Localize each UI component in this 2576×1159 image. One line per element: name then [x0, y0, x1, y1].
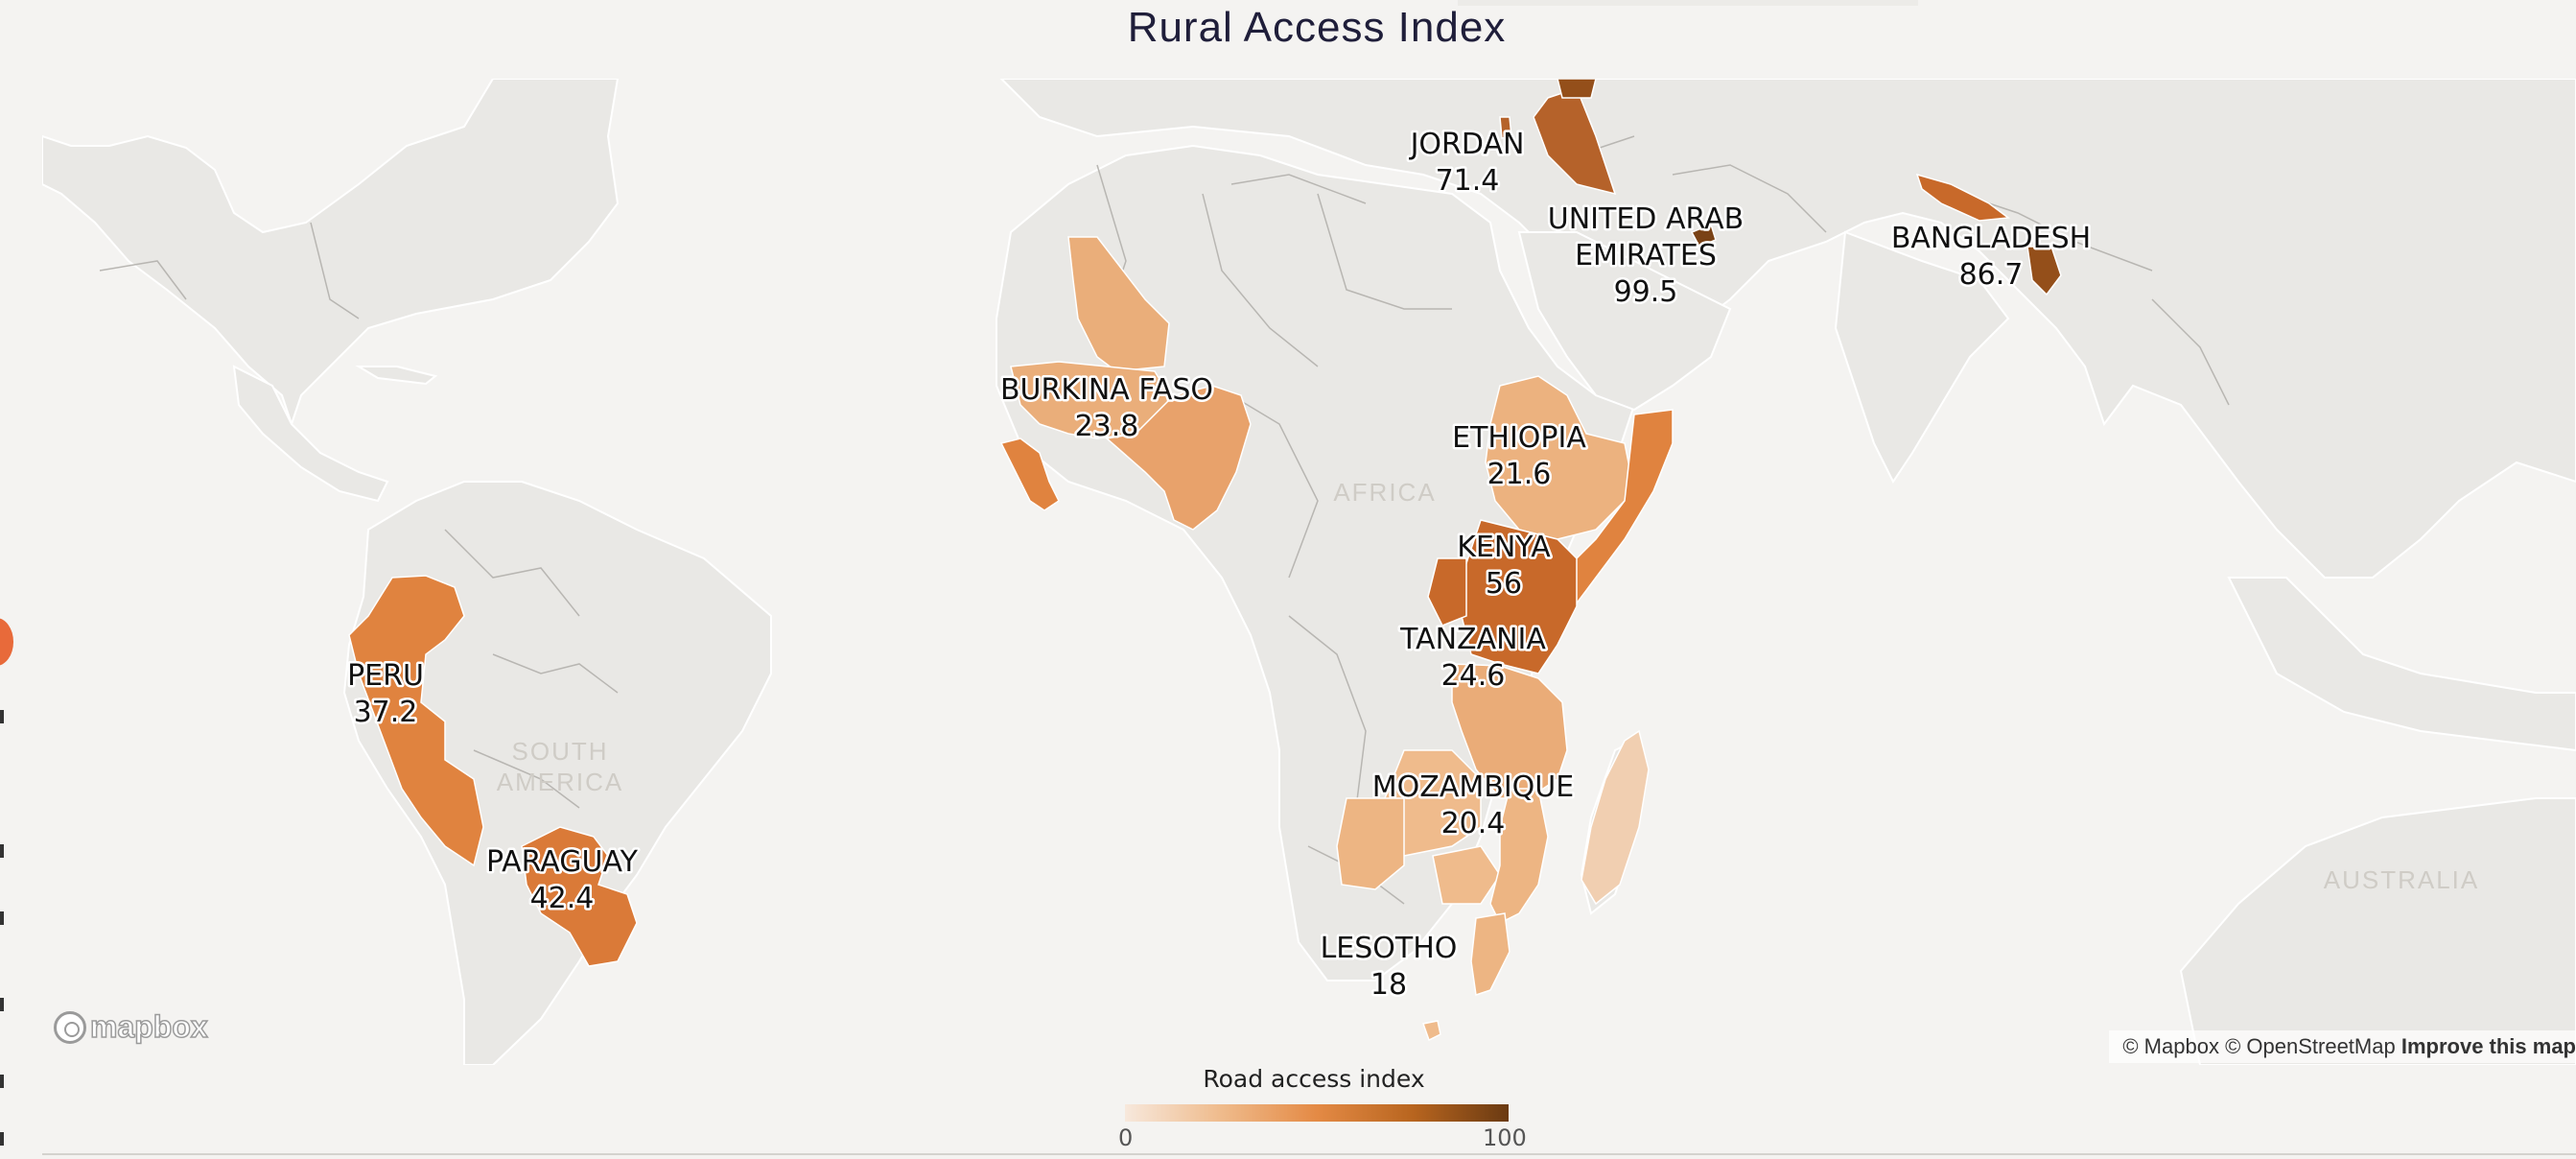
- country-peru: [348, 575, 484, 867]
- label-jordan-name: JORDAN: [1409, 128, 1525, 161]
- country-syria-top: [1557, 79, 1597, 99]
- country-mozambique-south: [1470, 912, 1510, 996]
- improve-map-link[interactable]: Improve this map: [2400, 1034, 2576, 1058]
- country-ethiopia: [1485, 375, 1635, 540]
- label-uae-line2: EMIRATES: [1575, 239, 1717, 272]
- label-jordan-value: 71.4: [1436, 164, 1500, 198]
- map-canvas[interactable]: SOUTH AMERICA AFRICA AUSTRALIA 65 PERU 3…: [42, 79, 2576, 1065]
- country-zimbabwe: [1432, 845, 1501, 905]
- country-angola-east: [1336, 797, 1405, 890]
- country-jordan: [1499, 116, 1512, 139]
- country-paraguay: [521, 826, 638, 967]
- border-line: [1230, 174, 1367, 204]
- region-label-australia: AUSTRALIA: [2324, 865, 2480, 894]
- land-eurasia: [999, 79, 2576, 579]
- label-ethiopia-value: 21.6: [1487, 458, 1552, 491]
- mapbox-logo[interactable]: mapbox: [54, 1008, 208, 1045]
- border-line: [99, 260, 187, 300]
- label-peru-name: PERU: [347, 659, 424, 693]
- region-label-south-america-2: AMERICA: [497, 768, 623, 796]
- top-shade: [1458, 0, 1918, 6]
- country-madagascar: [1581, 729, 1650, 906]
- region-labels: SOUTH AMERICA AFRICA AUSTRALIA: [497, 478, 2480, 894]
- color-legend: Road access index 0 100: [1112, 1065, 1527, 1159]
- label-bangladesh-name: BANGLADESH: [1891, 222, 2091, 255]
- country-mozambique: [1489, 788, 1549, 925]
- landmass-layer: [42, 79, 2576, 1065]
- label-lesotho-value: 18: [1370, 968, 1407, 1002]
- map-title: Rural Access Index: [1127, 4, 1507, 51]
- label-mozambique-value: 20.4: [1441, 807, 1506, 840]
- border-line: [1202, 193, 1319, 367]
- side-marker-dot[interactable]: [0, 618, 13, 666]
- mapbox-logo-icon: [54, 1010, 86, 1044]
- land-india: [1834, 230, 2010, 484]
- land-australia: [2179, 797, 2576, 1065]
- country-uae: [1690, 224, 1717, 248]
- side-tick: [0, 998, 4, 1011]
- country-tanzania: [1451, 663, 1568, 799]
- region-label-africa: AFRICA: [1333, 478, 1436, 507]
- country-nepal: [1915, 173, 2010, 222]
- country-uganda: [1427, 557, 1467, 627]
- label-mozambique-name: MOZAMBIQUE: [1372, 770, 1574, 804]
- land-caribbean: [355, 366, 438, 386]
- country-lesotho: [1422, 1020, 1441, 1042]
- border-line: [1317, 193, 1452, 310]
- legend-gradient-bar: [1125, 1104, 1509, 1122]
- label-tanzania-name: TANZANIA: [1399, 623, 1546, 656]
- label-paraguay-name: PARAGUAY: [486, 845, 639, 879]
- attribution-mapbox-link[interactable]: © Mapbox: [2122, 1034, 2219, 1058]
- label-kenya-value: 56: [1486, 567, 1522, 601]
- attribution-osm-link[interactable]: © OpenStreetMap: [2225, 1034, 2396, 1058]
- label-paraguay-value: 42.4: [530, 882, 595, 915]
- map-attribution: © Mapbox © OpenStreetMap Improve this ma…: [2109, 1030, 2576, 1063]
- side-tick-marks: [0, 672, 10, 1151]
- label-uae-line1: UNITED ARAB: [1548, 202, 1744, 236]
- border-line: [2151, 298, 2230, 406]
- country-ghana: [1105, 385, 1252, 531]
- label-uae-value: 99.5: [1614, 275, 1678, 309]
- country-mali: [1067, 236, 1170, 372]
- country-sierra-leone: [999, 438, 1060, 511]
- land-central-america: [232, 365, 389, 503]
- border-line: [444, 529, 580, 617]
- land-north-america: [42, 79, 620, 428]
- mapbox-logo-text: mapbox: [89, 1008, 208, 1045]
- country-bangladesh: [2026, 246, 2062, 296]
- side-tick: [0, 911, 4, 925]
- label-tanzania-value: 24.6: [1441, 659, 1506, 693]
- border-line: [1288, 615, 1367, 809]
- partial-label: 65: [1499, 79, 1535, 83]
- label-lesotho-name: LESOTHO: [1321, 932, 1458, 965]
- bottom-divider: [42, 1153, 2576, 1155]
- country-labels: 65 PERU 37.2 PARAGUAY 42.4 BURKINA FASO …: [345, 79, 2094, 1005]
- border-line: [492, 653, 619, 694]
- label-ethiopia-name: ETHIOPIA: [1452, 421, 1586, 455]
- legend-title: Road access index: [1203, 1065, 1425, 1093]
- region-label-south-america-1: SOUTH: [512, 737, 609, 766]
- land-arabia: [1517, 231, 1732, 412]
- label-kenya-name: KENYA: [1457, 531, 1551, 564]
- side-tick: [0, 1075, 4, 1088]
- choropleth-countries[interactable]: [348, 79, 2062, 1042]
- side-tick: [0, 710, 4, 723]
- border-line: [1672, 164, 1827, 233]
- land-se-asia-islands: [2227, 577, 2576, 752]
- border-line: [1230, 394, 1319, 579]
- border-line: [310, 222, 360, 319]
- label-peru-value: 37.2: [354, 696, 418, 729]
- side-tick: [0, 1132, 4, 1146]
- label-burkina-faso-value: 23.8: [1075, 410, 1139, 443]
- legend-min-label: 0: [1118, 1124, 1134, 1151]
- label-burkina-faso-name: BURKINA FASO: [1000, 373, 1213, 407]
- side-tick: [0, 844, 4, 858]
- legend-max-label: 100: [1483, 1124, 1527, 1151]
- border-line: [473, 749, 580, 809]
- label-bangladesh-value: 86.7: [1959, 258, 2024, 292]
